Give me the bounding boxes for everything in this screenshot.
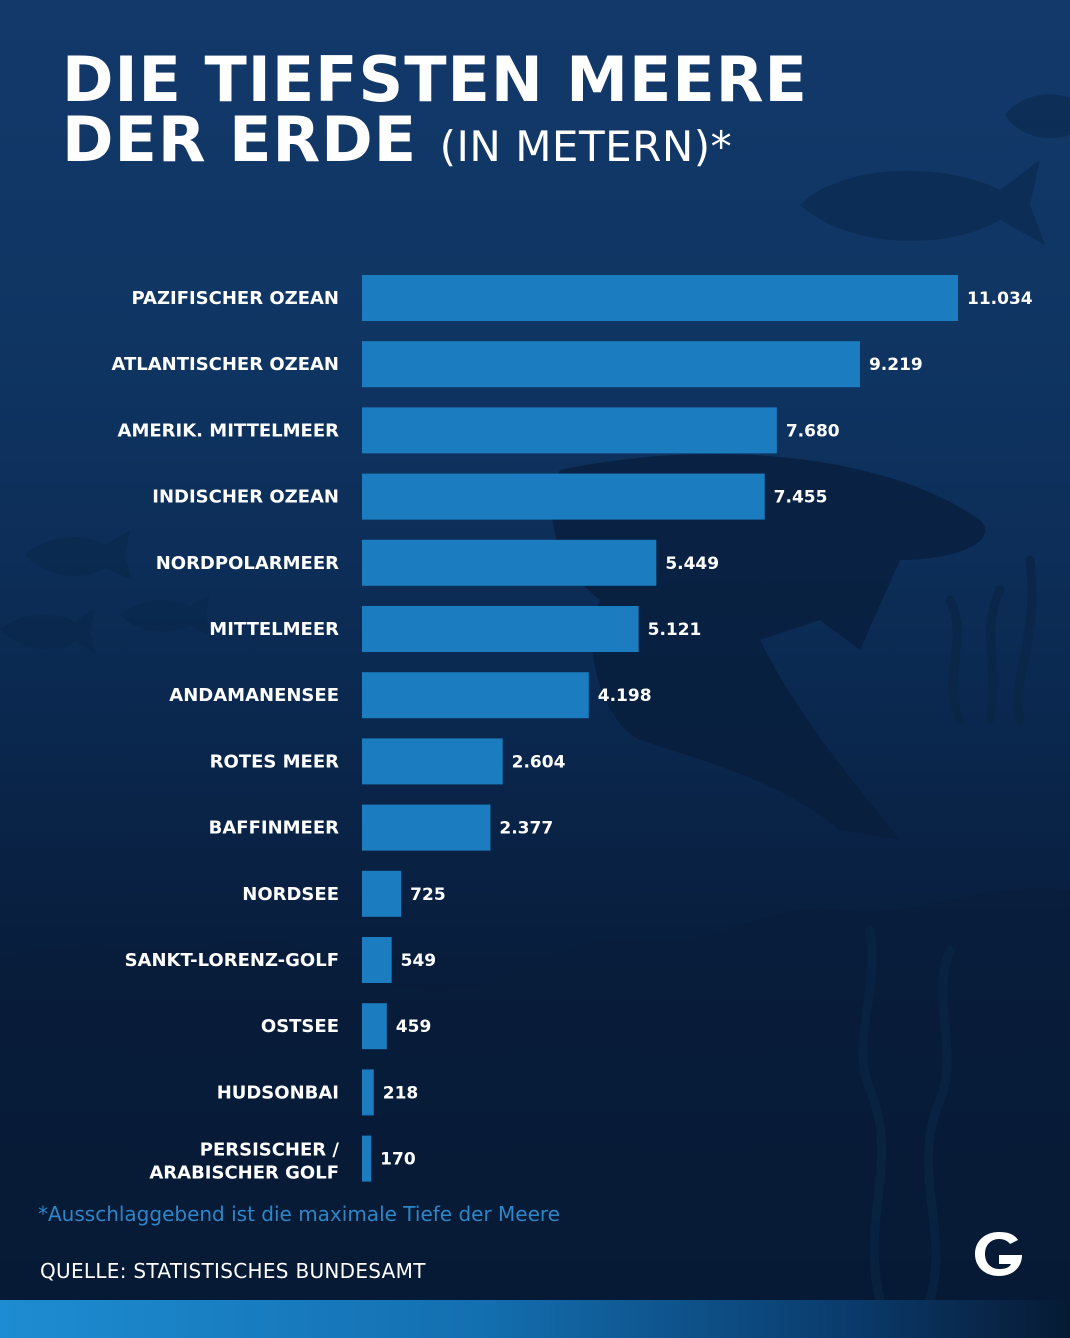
g-logo-icon <box>975 1232 1022 1276</box>
category-label-6: MITTELMEER <box>209 619 339 640</box>
bottom-accent-bar <box>0 1300 1070 1338</box>
chart-title: DIE TIEFSTEN MEERE DER ERDE (IN METERN)* <box>62 43 808 177</box>
bar-4 <box>362 473 765 520</box>
bar-11 <box>362 937 392 983</box>
title-unit: (IN METERN)* <box>439 122 733 171</box>
source-label: QUELLE: STATISTISCHES BUNDESAMT <box>40 1259 426 1283</box>
bar-10 <box>362 870 402 917</box>
category-label-14: PERSISCHER / ARABISCHER GOLF <box>149 1140 339 1184</box>
bar-1 <box>362 275 958 321</box>
bar-5 <box>362 539 657 586</box>
value-label-5: 5.449 <box>665 554 719 574</box>
category-label-9: BAFFINMEER <box>209 818 340 839</box>
shark-silhouette-icon <box>552 454 986 840</box>
footnote: *Ausschlaggebend ist die maximale Tiefe … <box>38 1202 560 1226</box>
value-label-3: 7.680 <box>786 421 840 441</box>
category-label-5: NORDPOLARMEER <box>156 553 339 574</box>
bar-7 <box>362 672 589 719</box>
value-label-1: 11.034 <box>967 289 1033 309</box>
title-line-1: DIE TIEFSTEN MEERE <box>62 43 808 116</box>
category-label-8: ROTES MEER <box>210 751 339 772</box>
bar-2 <box>362 341 860 388</box>
fish-silhouette-icon <box>25 530 132 580</box>
bar-3 <box>362 407 777 454</box>
seafloor-silhouette <box>0 888 1070 1338</box>
fish-silhouette-icon <box>120 594 212 636</box>
value-label-10: 725 <box>410 885 446 905</box>
category-label-10: NORDSEE <box>242 884 339 905</box>
kelp-silhouette-icon <box>923 945 955 1305</box>
category-label-4: INDISCHER OZEAN <box>152 487 339 508</box>
category-label-13: HUDSONBAI <box>217 1082 339 1103</box>
category-label-1: PAZIFISCHER OZEAN <box>131 288 339 309</box>
category-label-3: AMERIK. MITTELMEER <box>118 420 340 441</box>
bar-12 <box>362 1003 387 1050</box>
value-label-6: 5.121 <box>648 620 702 640</box>
value-label-7: 4.198 <box>598 686 652 706</box>
value-label-12: 459 <box>396 1017 432 1037</box>
value-label-9: 2.377 <box>499 819 553 839</box>
category-label-7: ANDAMANENSEE <box>169 685 339 706</box>
coral-silhouette-icon <box>945 555 1037 725</box>
category-label-11: SANKT-LORENZ-GOLF <box>125 950 339 971</box>
category-label-2: ATLANTISCHER OZEAN <box>111 354 339 375</box>
fish-silhouette-icon <box>1005 94 1070 139</box>
bar-14 <box>362 1135 372 1182</box>
bar-6 <box>362 606 639 652</box>
category-label-12: OSTSEE <box>261 1016 339 1037</box>
value-label-8: 2.604 <box>512 752 566 772</box>
title-line-2: DER ERDE (IN METERN)* <box>62 109 808 177</box>
bar-8 <box>362 738 503 785</box>
value-label-2: 9.219 <box>869 355 923 375</box>
fish-silhouette-icon <box>0 608 96 654</box>
fish-silhouette-icon <box>800 160 1045 245</box>
value-label-11: 549 <box>401 951 437 971</box>
title-line-2-text: DER ERDE <box>62 103 418 176</box>
bar-13 <box>362 1069 374 1116</box>
value-label-14: 170 <box>380 1150 416 1170</box>
value-label-4: 7.455 <box>774 488 828 508</box>
kelp-silhouette-icon <box>858 925 887 1305</box>
value-label-13: 218 <box>383 1083 419 1103</box>
bar-9 <box>362 804 491 851</box>
